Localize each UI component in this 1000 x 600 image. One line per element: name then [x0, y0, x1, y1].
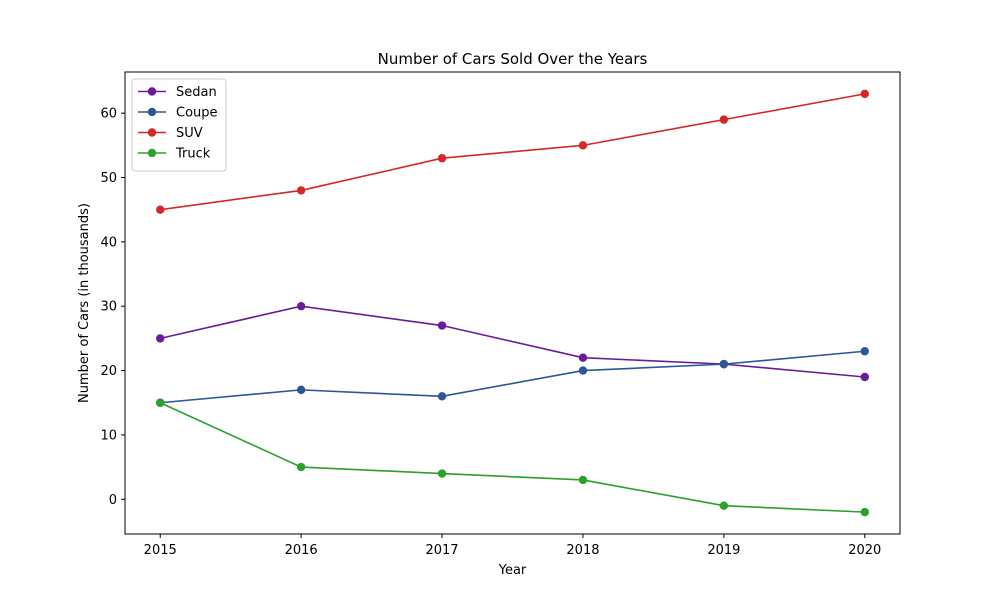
x-tick-label: 2018 [566, 543, 599, 558]
data-point-coupe [578, 366, 588, 375]
legend-label-suv: SUV [176, 126, 203, 141]
data-point-suv [156, 205, 165, 214]
x-tick-label: 2016 [285, 543, 318, 558]
series-line-sedan [160, 305, 865, 378]
x-tick-label: 2015 [144, 543, 177, 558]
legend-label-sedan: Sedan [176, 85, 217, 100]
x-axis-label: Year [498, 563, 527, 578]
legend-swatch-marker-coupe [147, 107, 157, 117]
data-point-coupe [719, 359, 729, 369]
data-point-truck [156, 398, 165, 407]
data-point-suv [437, 154, 447, 163]
series-line-truck [159, 402, 865, 513]
data-point-coupe [860, 347, 869, 356]
data-point-sedan [437, 321, 447, 330]
y-tick-label: 0 [109, 493, 117, 508]
data-point-truck [860, 507, 869, 517]
data-point-sedan [860, 372, 869, 382]
data-point-truck [296, 462, 306, 472]
axes: 2015 2016 2017 2018 2019 2020 0 10 20 30 40 50 60 [100, 71, 901, 558]
legend-label-truck: Truck [175, 147, 211, 162]
plot-area [156, 89, 869, 517]
x-tick-label: 2017 [425, 543, 458, 558]
legend-swatch-marker-sedan [147, 87, 157, 96]
y-tick-label: 20 [100, 364, 117, 379]
y-tick-label: 30 [100, 300, 117, 315]
data-point-sedan [156, 334, 165, 343]
data-point-truck [578, 475, 588, 485]
data-point-suv [860, 89, 869, 99]
y-axis-label: Number of Cars (in thousands) [77, 203, 92, 403]
data-point-coupe [296, 385, 306, 395]
legend-swatch-marker-truck [147, 148, 157, 158]
series-line-suv [160, 93, 865, 211]
chart-title: Number of Cars Sold Over the Years [378, 50, 648, 68]
data-point-suv [296, 186, 306, 195]
data-point-suv [578, 141, 588, 150]
axes-frame [124, 71, 901, 535]
data-point-sedan [296, 302, 306, 311]
data-point-truck [719, 501, 729, 510]
legend: Sedan Coupe SUV Truck [131, 78, 227, 172]
x-tick-label: 2020 [848, 543, 881, 558]
data-point-truck [437, 469, 447, 478]
legend-box [131, 78, 227, 172]
data-point-suv [719, 115, 729, 124]
y-tick-label: 60 [100, 107, 117, 122]
y-tick-label: 40 [100, 235, 117, 250]
series-line-coupe [160, 350, 865, 404]
legend-swatch-marker-suv [147, 128, 157, 137]
y-tick-label: 10 [100, 428, 117, 443]
x-tick-label: 2019 [707, 543, 740, 558]
data-point-sedan [578, 353, 588, 362]
legend-label-coupe: Coupe [176, 106, 218, 121]
data-point-coupe [437, 392, 447, 401]
y-tick-label: 50 [100, 171, 117, 186]
